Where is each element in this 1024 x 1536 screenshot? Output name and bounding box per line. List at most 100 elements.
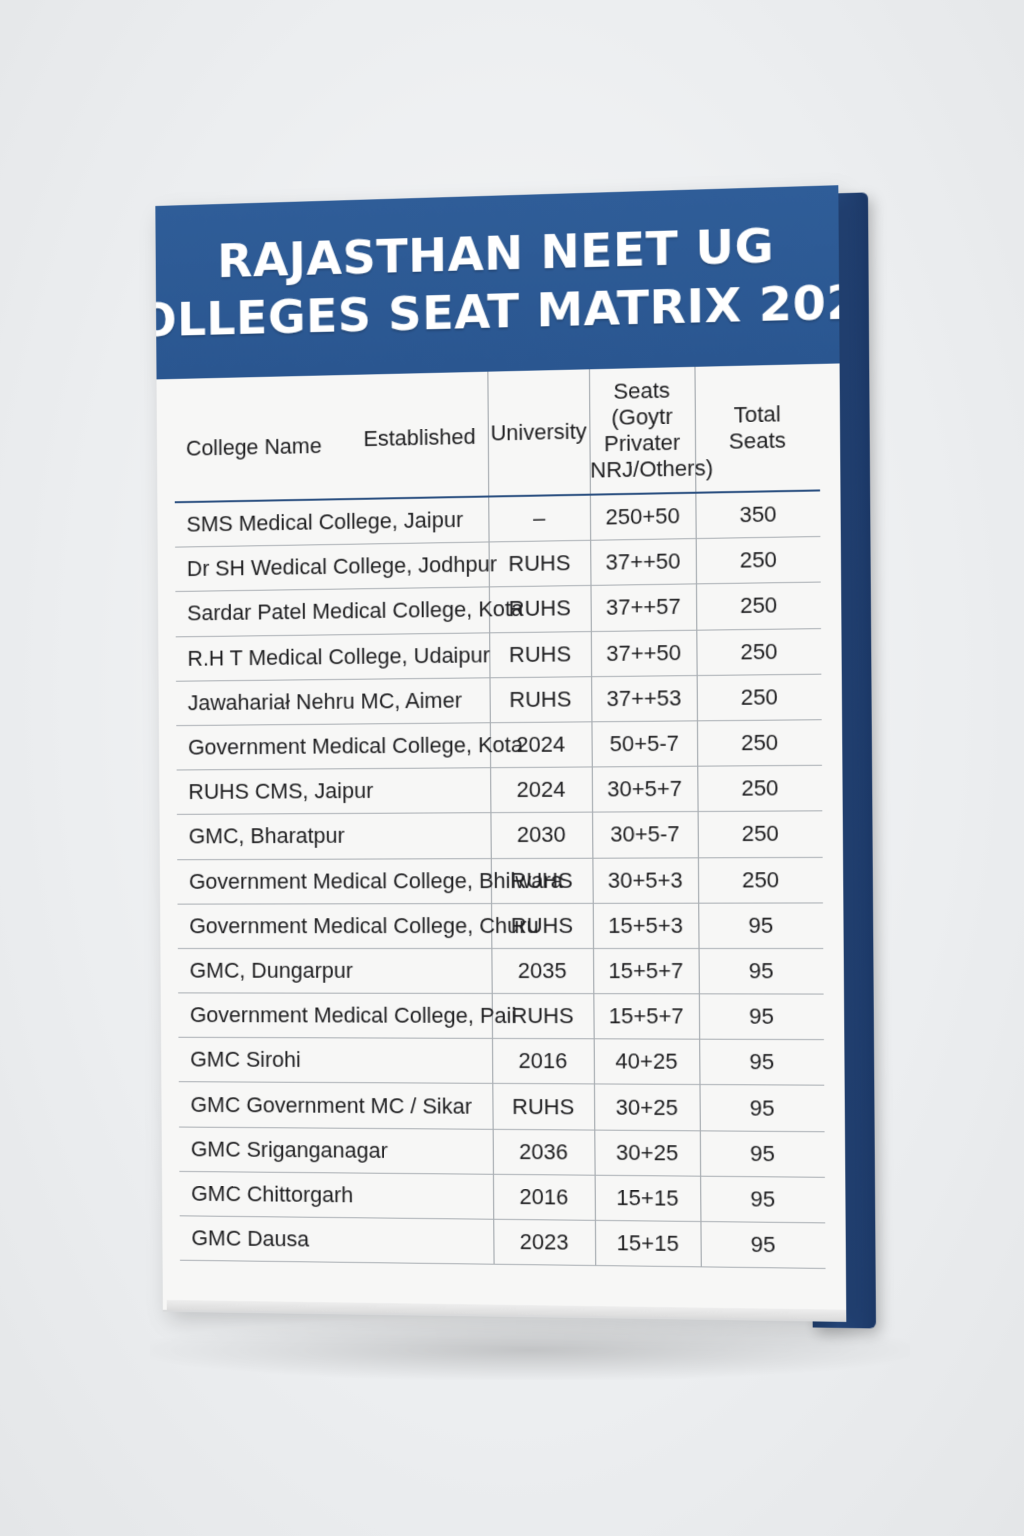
table-row: Sardar Patel Medical College, Kota RUHS 37…	[175, 582, 821, 636]
header-college-name: College Name Established	[174, 372, 488, 503]
total-seats-cell: 95	[699, 1039, 824, 1085]
seats-cell: 37++50	[590, 539, 696, 586]
college-name-cell: Government Medical College, Kota	[176, 723, 490, 770]
university-cell: 2016	[492, 1039, 594, 1085]
university-cell: 2030	[490, 812, 592, 858]
header-university-label: University	[488, 418, 589, 446]
total-seats-cell: 95	[698, 903, 823, 949]
university-cell: 2016	[493, 1174, 595, 1220]
header-college-name-label: College Name	[186, 433, 322, 461]
header-seats-line-3: Privater	[590, 429, 695, 457]
college-name-cell: Sardar Patel Medical College, Kota	[175, 587, 489, 636]
total-seats-cell: 95	[700, 1222, 825, 1269]
header-total-line-2: Seats	[695, 427, 819, 456]
college-name-cell: GMC Sriganganagar	[179, 1127, 493, 1174]
university-cell: RUHS	[492, 1084, 594, 1130]
college-name-cell: GMC, Bharatpur	[177, 813, 491, 859]
total-seats-cell: 250	[697, 765, 822, 811]
college-name-cell: Dr SH Wedical College, Jodhpur	[175, 542, 489, 592]
seats-cell: 30+5+7	[592, 766, 698, 812]
book-cover: RAJASTHAN NEET UG COLLEGES SEAT MATRIX 2…	[155, 185, 846, 1320]
header-seats-line-4: NRJ/Others)	[590, 455, 695, 483]
table-row: GMC Chittorgarh 2016 15+15 95	[179, 1171, 825, 1223]
cover-header: RAJASTHAN NEET UG COLLEGES SEAT MATRIX 2…	[155, 185, 839, 379]
total-seats-cell: 95	[700, 1176, 825, 1223]
table-row: Government Medical College, Kota 2024 50+5…	[176, 720, 822, 770]
university-cell: RUHS	[489, 631, 591, 677]
total-seats-cell: 95	[699, 1085, 824, 1131]
university-cell: –	[488, 495, 590, 542]
college-name-cell: GMC Dausa	[180, 1216, 494, 1265]
college-name-cell: GMC, Dungarpur	[178, 948, 492, 993]
seats-cell: 37++53	[591, 675, 697, 721]
table-row: GMC Sirohi 2016 40+25 95	[178, 1038, 824, 1086]
college-name-cell: SMS Medical College, Jaipur	[175, 497, 489, 548]
seats-cell: 37++57	[590, 584, 696, 631]
total-seats-cell: 350	[695, 490, 820, 538]
total-seats-cell: 250	[698, 857, 823, 903]
header-university: University	[487, 369, 589, 496]
table-row: RUHS CMS, Jaipur 2024 30+5+7 250	[177, 765, 823, 814]
seats-cell: 37++50	[591, 630, 697, 677]
header-seats: Seats (Goytr Privater NRJ/Others)	[589, 367, 695, 495]
seats-cell: 15+5+7	[593, 994, 699, 1040]
table-row: Government Medical College, Bhilwara RUHS…	[177, 857, 823, 904]
seat-matrix-table-area: College Name Established University Seat…	[174, 364, 826, 1295]
university-cell: RUHS	[489, 540, 591, 587]
table-row: Jawahariał Nehru MC, Aimer RUHS 37++53 250	[176, 674, 822, 726]
college-name-cell: RUHS CMS, Jaipur	[177, 768, 491, 815]
seat-matrix-table: College Name Established University Seat…	[174, 364, 826, 1269]
total-seats-cell: 250	[697, 720, 822, 767]
college-name-cell: Government Medical College, Churu	[178, 903, 492, 948]
table-row: Government Medical College, Paii RUHS 15+5…	[178, 993, 824, 1040]
page-edge	[167, 1300, 847, 1320]
seats-cell: 30+25	[594, 1130, 700, 1176]
book: RAJASTHAN NEET UG COLLEGES SEAT MATRIX 2…	[155, 184, 889, 1361]
college-name-cell: GMC Sirohi	[178, 1038, 492, 1084]
total-seats-cell: 95	[699, 948, 824, 994]
seats-cell: 15+15	[595, 1220, 701, 1267]
total-seats-cell: 95	[700, 1130, 825, 1177]
seats-cell: 30+5-7	[592, 812, 698, 858]
total-seats-cell: 250	[696, 582, 821, 629]
seats-cell: 50+5-7	[591, 721, 697, 767]
university-cell: 2024	[490, 767, 592, 813]
college-name-cell: Government Medical College, Paii	[178, 993, 492, 1039]
seats-cell: 15+5+7	[593, 948, 699, 994]
table-row: R.H T Medical College, Udaipur RUHS 37++50…	[176, 628, 822, 681]
table-row: GMC, Bharatpur 2030 30+5-7 250	[177, 811, 823, 859]
table-row: GMC Dausa 2023 15+15 95	[180, 1216, 826, 1269]
table-header-row: College Name Established University Seat…	[174, 364, 820, 502]
college-name-cell: GMC Government MC / Sikar	[179, 1082, 493, 1129]
table-row: Government Medical College, Churu RUHS 15+…	[178, 903, 824, 949]
seats-cell: 15+5+3	[593, 903, 699, 949]
total-seats-cell: 250	[696, 628, 821, 675]
seats-cell: 15+15	[595, 1175, 701, 1221]
college-name-cell: Government Medical College, Bhilwara	[177, 858, 491, 904]
header-seats-line-1: Seats	[590, 377, 695, 405]
seats-cell: 30+25	[594, 1084, 700, 1130]
table-row: GMC Sriganganagar 2036 30+25 95	[179, 1127, 825, 1177]
seats-cell: 250+50	[590, 493, 696, 541]
university-cell: 2035	[491, 948, 593, 993]
total-seats-cell: 250	[696, 537, 821, 585]
seats-cell: 40+25	[594, 1039, 700, 1085]
header-total-seats: Total Seats	[694, 364, 820, 493]
header-seats-line-2: (Goytr	[590, 403, 695, 431]
total-seats-cell: 250	[698, 811, 823, 857]
table-row: GMC, Dungarpur 2035 15+5+7 95	[178, 948, 824, 994]
university-cell: 2036	[493, 1129, 595, 1175]
table-body: SMS Medical College, Jaipur –250+50 350 Dr …	[175, 490, 826, 1268]
seats-cell: 30+5+3	[592, 857, 698, 903]
total-seats-cell: 250	[697, 674, 822, 721]
header-total-line-1: Total	[695, 400, 819, 429]
total-seats-cell: 95	[699, 994, 824, 1040]
university-cell: RUHS	[490, 676, 592, 722]
university-cell: 2023	[493, 1219, 595, 1265]
table-row: GMC Government MC / Sikar RUHS 30+25 95	[179, 1082, 825, 1131]
college-name-cell: R.H T Medical College, Udaipur	[176, 632, 490, 681]
header-established-label: Established	[363, 424, 475, 452]
college-name-cell: Jawahariał Nehru MC, Aimer	[176, 678, 490, 726]
college-name-cell: GMC Chittorgarh	[179, 1171, 493, 1219]
